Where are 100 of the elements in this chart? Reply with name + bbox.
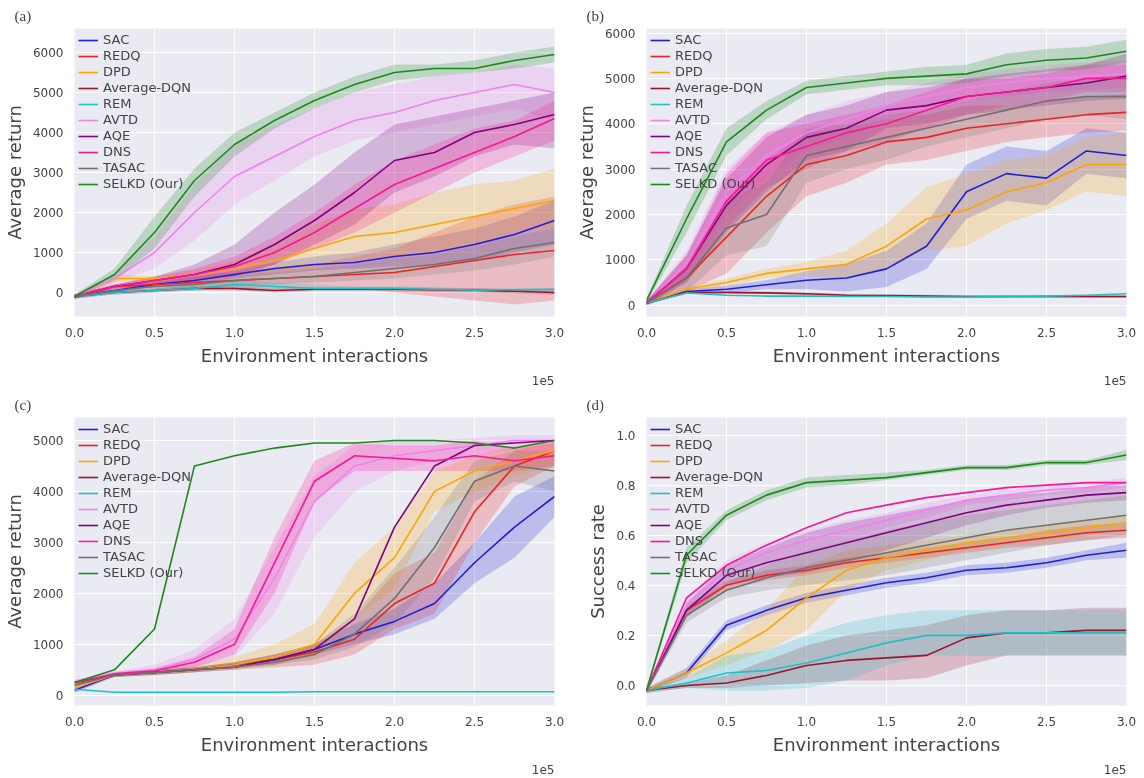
legend-label: AVTD [675,112,710,127]
legend-label: DNS [103,144,131,159]
y-tick-label: 1.0 [616,428,636,443]
legend-label: REDQ [675,48,713,63]
legend-label: REM [675,485,704,500]
y-tick-label: 2000 [604,207,636,222]
x-tick-label: 1.5 [304,714,325,729]
x-tick-label: 2.5 [1036,714,1057,729]
y-axis-title: Average return [3,105,25,240]
legend-label: DNS [675,533,703,548]
legend-label: AVTD [675,501,710,516]
legend-label: Average-DQN [675,80,764,95]
text: 1e5 [531,373,555,388]
legend-label: REM [103,485,132,500]
x-tick-label: 0.5 [144,714,165,729]
x-tick-label: 3.0 [544,714,565,729]
y-tick-label: 6000 [604,26,636,41]
y-axis-title: Average return [3,494,25,629]
legend-label: REM [675,96,704,111]
x-tick-label: 1.5 [876,325,897,340]
legend-label: Average-DQN [103,469,192,484]
y-tick-label: 1000 [32,246,64,260]
y-tick-label: 5000 [32,86,64,100]
legend-label: DNS [675,144,703,159]
legend-label: TASAC [103,549,146,564]
y-tick-label: 2000 [32,586,64,601]
chart-title: (a) [14,7,32,25]
y-tick-label: 1000 [604,253,636,268]
y-tick-label: 0.0 [616,678,636,693]
legend-label: AQE [103,517,131,532]
x-tick-label: 2.0 [384,714,405,729]
legend-label: AVTD [103,501,138,516]
x-tick-label: 2.5 [464,714,485,729]
legend-label: AQE [675,128,703,143]
legend-label: DPD [675,453,703,468]
x-tick-label: 0.0 [636,714,657,729]
y-tick-label: 3000 [604,162,636,177]
legend-label: SAC [675,421,702,436]
x-axis-title: Environment interactions [200,733,429,755]
x-tick-label: 1.0 [224,714,245,729]
y-tick-label: 4000 [32,126,64,140]
y-tick-label: 5000 [604,71,636,86]
x-tick-label: 2.5 [1036,325,1057,340]
chart-title: (b) [586,7,604,25]
x-tick-label: 2.0 [956,714,977,729]
x-tick-label: 1.0 [796,714,817,729]
x-tick-label: 0.0 [636,325,657,340]
legend-label: DNS [103,533,131,548]
text: 1e5 [1103,762,1127,777]
y-tick-label: 6000 [32,46,64,60]
x-tick-label: 1.0 [224,325,245,340]
x-axis-title: Environment interactions [200,344,429,366]
text: 1e5 [1103,373,1127,388]
y-tick-label: 0 [55,688,64,703]
legend-label: SELKD (Our) [103,176,184,191]
y-tick-label: 0 [55,286,64,300]
y-axis-title: Success rate [587,504,609,619]
y-tick-label: 4000 [32,484,64,499]
legend-label: REDQ [103,48,141,63]
y-tick-label: 4000 [604,117,636,132]
legend-label: Average-DQN [103,80,192,95]
legend-label: DPD [675,64,703,79]
legend-label: AQE [103,128,131,143]
y-tick-label: 3000 [32,166,64,180]
x-tick-label: 1.0 [796,325,817,340]
x-tick-label: 0.5 [144,325,165,340]
legend-label: Average-DQN [675,469,764,484]
x-tick-label: 3.0 [1116,714,1137,729]
x-axis-title: Environment interactions [772,344,1001,366]
y-tick-label: 3000 [32,535,64,550]
y-tick-label: 0.8 [616,478,636,493]
x-tick-label: 3.0 [1116,325,1137,340]
legend-label: SAC [103,421,130,436]
x-tick-label: 0.5 [716,714,737,729]
legend-label: DPD [103,64,131,79]
y-tick-label: 2000 [32,206,64,220]
y-tick-label: 5000 [32,433,64,448]
legend-label: REM [103,96,132,111]
x-tick-label: 1.5 [876,714,897,729]
legend-label: SAC [103,32,130,47]
legend-label: REDQ [103,437,141,452]
legend-label: TASAC [103,160,146,175]
y-tick-label: 0.4 [616,578,636,593]
legend-label: DPD [103,453,131,468]
y-axis-title: Average return [575,105,597,240]
x-axis-title: Environment interactions [772,733,1001,755]
x-tick-label: 2.0 [384,325,405,340]
legend-label: AVTD [103,112,138,127]
x-tick-label: 3.0 [544,325,565,340]
text: 1e5 [531,762,555,777]
y-tick-label: 0 [627,298,636,313]
chart-title: (c) [14,396,32,414]
legend-label: SAC [675,32,702,47]
x-tick-label: 0.5 [716,325,737,340]
y-tick-label: 1000 [32,637,64,652]
legend-label: AQE [675,517,703,532]
x-tick-label: 1.5 [304,325,325,340]
x-tick-label: 2.5 [464,325,485,340]
y-tick-label: 0.2 [616,628,636,643]
x-tick-label: 2.0 [956,325,977,340]
